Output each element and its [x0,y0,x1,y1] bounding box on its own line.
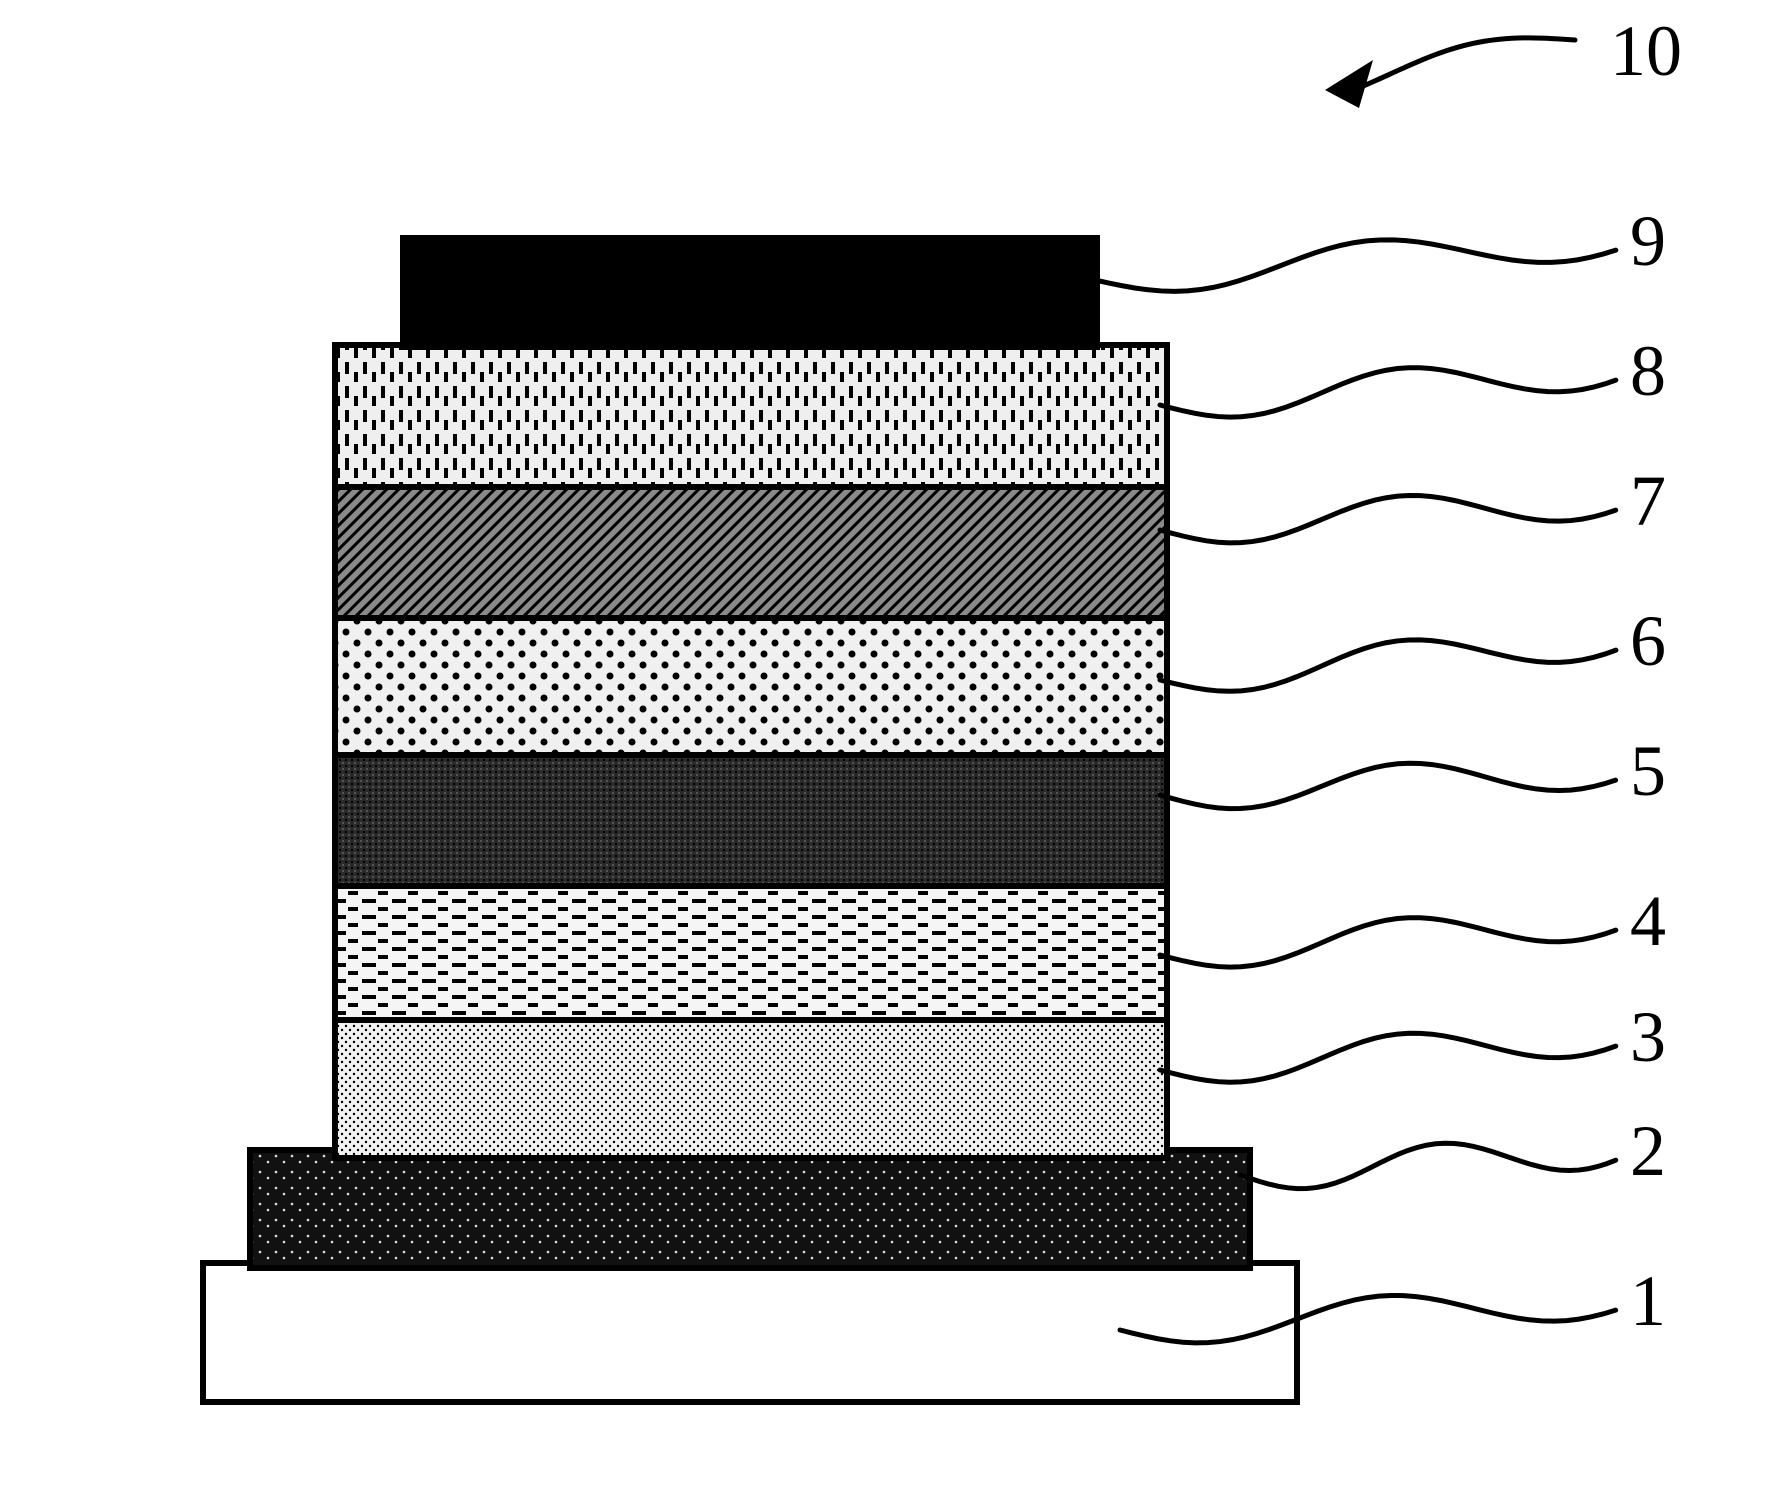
label-10: 10 [1610,10,1682,93]
label-3: 3 [1630,996,1666,1079]
label-5: 5 [1630,730,1666,813]
label-7: 7 [1630,460,1666,543]
label-1: 1 [1630,1260,1666,1343]
label-6: 6 [1630,600,1666,683]
layer-9 [400,235,1100,350]
label-9: 9 [1630,200,1666,283]
label-8: 8 [1630,330,1666,413]
layer-1 [200,1260,1300,1405]
label-4: 4 [1630,880,1666,963]
cross-section-diagram: 10 9 8 7 6 5 4 3 2 1 [0,0,1782,1503]
label-2: 2 [1630,1110,1666,1193]
